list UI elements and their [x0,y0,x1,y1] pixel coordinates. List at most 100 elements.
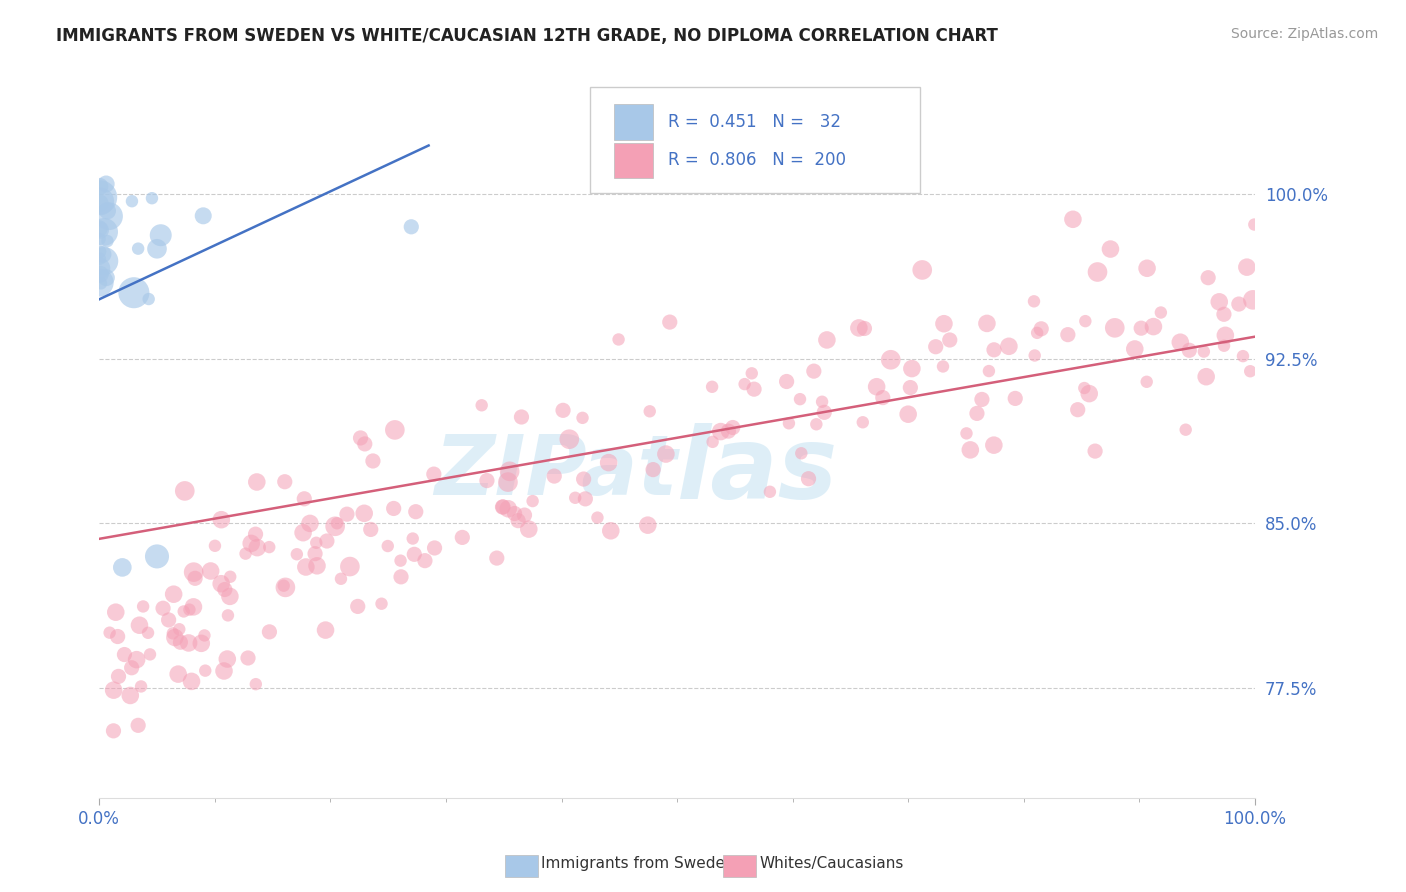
Text: ZIPat: ZIPat [433,432,678,512]
Point [163,587,186,601]
Point [558,432,581,446]
Point [132,599,155,614]
Point [370,597,392,611]
Point [141,191,163,205]
Point [173,483,195,498]
Point [925,340,948,354]
Point [806,417,828,432]
Point [572,472,595,486]
Point [179,602,201,616]
Point [183,565,205,579]
Point [970,392,993,407]
Point [96,270,118,285]
Point [1099,242,1122,256]
Point [128,618,150,632]
Text: Whites/Caucasians: Whites/Caucasians [759,856,904,871]
Point [451,530,474,544]
Point [273,579,295,593]
Point [404,547,426,561]
Point [853,321,876,335]
Point [93,225,115,239]
Point [543,469,565,483]
Point [209,576,232,591]
Point [586,510,609,524]
Point [89,252,111,266]
Point [98,625,121,640]
Point [330,572,353,586]
Point [510,409,533,424]
Point [491,500,513,514]
Point [90,277,112,291]
Point [1241,293,1264,307]
Point [498,464,520,478]
Point [89,267,111,281]
Point [204,539,226,553]
Point [1087,265,1109,279]
Point [292,525,315,540]
Point [1130,321,1153,335]
Point [998,339,1021,353]
Point [508,514,530,528]
Point [607,333,630,347]
Point [496,501,519,516]
Point [655,447,678,461]
Point [638,404,661,418]
Point [983,343,1005,357]
Point [245,677,267,691]
Point [377,539,399,553]
Text: Source: ZipAtlas.com: Source: ZipAtlas.com [1230,27,1378,41]
Point [346,599,368,614]
Point [349,431,371,445]
Point [1215,328,1237,343]
Point [702,434,724,449]
Point [173,604,195,618]
Point [382,501,405,516]
Point [637,518,659,533]
Point [405,505,427,519]
Point [1057,327,1080,342]
Text: Immigrants from Sweden: Immigrants from Sweden [541,856,735,871]
Point [89,190,111,204]
Point [1195,369,1218,384]
Point [194,664,217,678]
Point [274,475,297,489]
Point [775,375,797,389]
Point [966,406,988,420]
Point [1123,342,1146,356]
Point [89,276,111,290]
Point [96,203,118,218]
Point [517,522,540,536]
Point [1178,343,1201,358]
Point [976,317,998,331]
Point [89,179,111,194]
Point [803,364,825,378]
Point [167,667,190,681]
Point [1213,307,1236,321]
Point [152,601,174,615]
Point [1168,335,1191,350]
Point [285,547,308,561]
Point [212,664,235,678]
Point [741,367,763,381]
Point [389,554,412,568]
Point [219,590,242,604]
Point [236,651,259,665]
Point [89,244,111,259]
Point [209,513,232,527]
Point [872,391,894,405]
Point [932,359,955,374]
Point [898,380,921,394]
Point [848,321,870,335]
Point [1227,297,1250,311]
Point [1197,270,1219,285]
Point [492,500,515,514]
Point [169,622,191,636]
Point [217,608,239,623]
Point [305,558,328,573]
Point [813,405,835,419]
Point [852,415,875,429]
Point [880,352,903,367]
Point [485,551,508,566]
Point [939,333,962,347]
Point [305,536,328,550]
